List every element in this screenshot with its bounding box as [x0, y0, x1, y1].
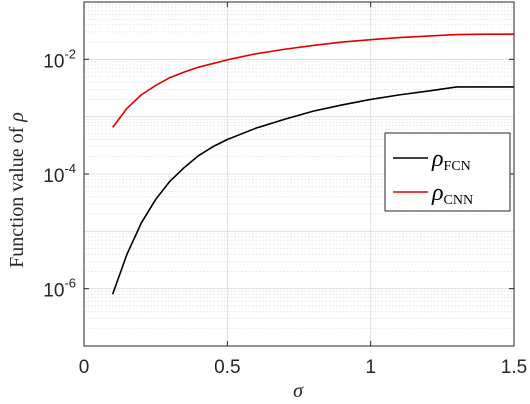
- legend-label-fcn: ρFCN: [431, 146, 471, 174]
- legend-box: [384, 132, 511, 212]
- y-tick-label-exponent: -6: [64, 276, 76, 291]
- x-tick-label: 0: [79, 357, 90, 378]
- x-tick-label: 0.5: [214, 357, 240, 378]
- legend-label-cnn: ρCNN: [431, 180, 473, 208]
- y-axis-label: Function value of ρ: [6, 112, 28, 268]
- x-tick-label: 1.5: [501, 357, 527, 378]
- series-lines: [111, 33, 514, 295]
- y-axis-label-text: Function value of: [6, 122, 28, 268]
- axis-ticks: 0 0.5 1 1.510-610-410-2: [43, 2, 527, 378]
- y-tick-label-base: 10: [43, 166, 64, 187]
- y-tick-label-exponent: -4: [64, 161, 76, 176]
- x-tick-label: 1: [365, 357, 376, 378]
- y-tick-label-exponent: -2: [64, 46, 76, 61]
- legend-label-cnn-sub: CNN: [444, 193, 474, 208]
- series-line-cnn: [112, 33, 514, 128]
- y-axis-label-symbol: ρ: [6, 112, 28, 123]
- y-tick-label: 10-2: [43, 46, 76, 72]
- y-tick-label: 10-6: [43, 276, 76, 302]
- series-line-fcn: [111, 86, 514, 295]
- x-axis-label: σ: [293, 380, 304, 402]
- legend: ρFCN ρCNN: [384, 132, 511, 212]
- y-tick-label-base: 10: [43, 281, 64, 302]
- legend-label-fcn-sub: FCN: [444, 159, 471, 174]
- y-tick-label-base: 10: [43, 51, 64, 72]
- y-tick-label: 10-4: [43, 161, 76, 187]
- legend-label-fcn-symbol: ρ: [431, 146, 444, 172]
- legend-label-cnn-symbol: ρ: [431, 180, 444, 206]
